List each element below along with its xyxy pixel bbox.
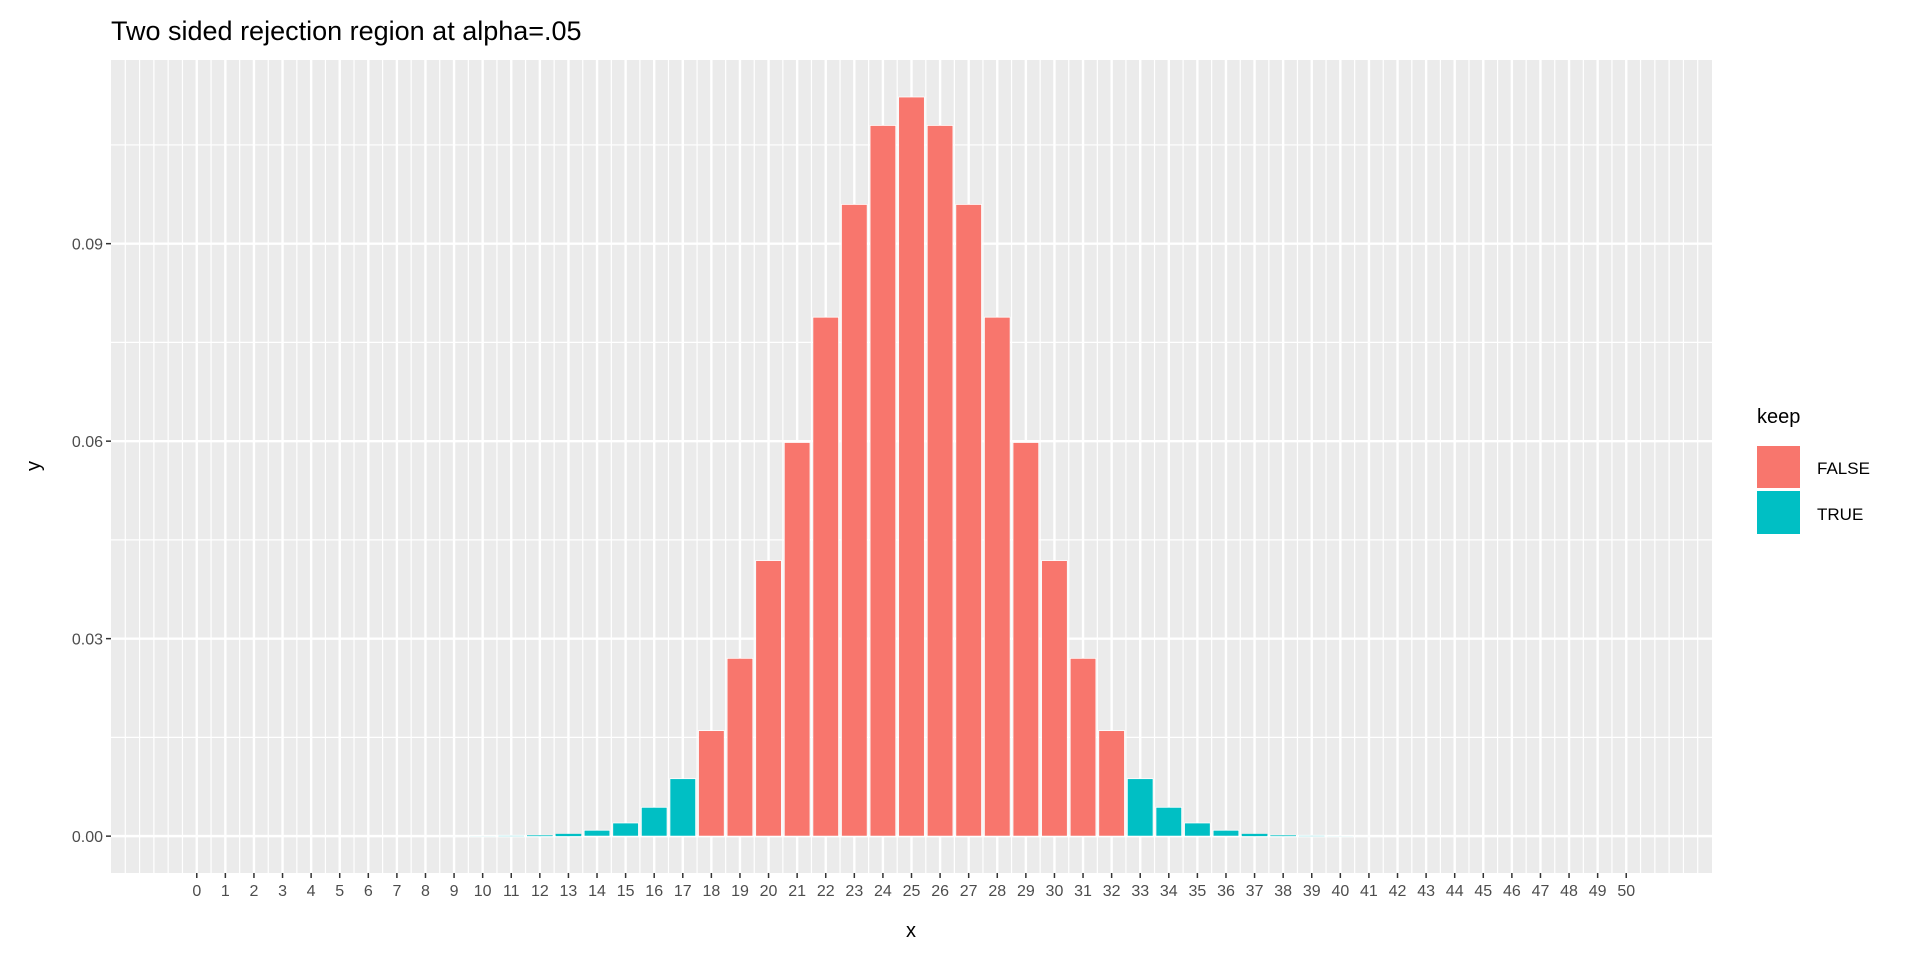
bar-x-27 (955, 204, 982, 837)
bar-x-18 (698, 730, 725, 837)
x-tick-label: 38 (1274, 883, 1292, 900)
x-tick-label: 27 (960, 883, 978, 900)
bar-x-32 (1098, 730, 1125, 837)
y-tick-label: 0.00 (72, 829, 103, 846)
y-tick-label: 0.06 (72, 434, 103, 451)
x-tick-label: 8 (421, 883, 430, 900)
x-tick-label: 5 (335, 883, 344, 900)
x-tick-label: 44 (1446, 883, 1464, 900)
x-tick-label: 30 (1046, 883, 1064, 900)
x-tick-label: 46 (1503, 883, 1521, 900)
x-tick-label: 33 (1131, 883, 1149, 900)
x-tick-label: 15 (617, 883, 635, 900)
x-tick-label: 19 (731, 883, 749, 900)
x-tick-label: 45 (1474, 883, 1492, 900)
x-tick-label: 26 (931, 883, 949, 900)
bar-x-13 (555, 833, 582, 837)
bar-x-36 (1212, 829, 1240, 837)
x-tick-label: 10 (474, 883, 492, 900)
x-tick-label: 36 (1217, 883, 1235, 900)
legend-label-true: TRUE (1817, 505, 1863, 524)
x-tick-label: 7 (392, 883, 401, 900)
x-tick-label: 40 (1331, 883, 1349, 900)
bar-x-12 (526, 835, 553, 837)
x-tick-label: 4 (307, 883, 316, 900)
legend-title: keep (1757, 406, 1800, 428)
bar-x-33 (1126, 778, 1154, 837)
x-tick-label: 50 (1617, 883, 1635, 900)
x-tick-label: 20 (760, 883, 778, 900)
x-tick-label: 35 (1188, 883, 1206, 900)
x-tick-label: 6 (364, 883, 373, 900)
x-tick-label: 14 (588, 883, 606, 900)
x-tick-label: 18 (702, 883, 720, 900)
bar-x-35 (1184, 822, 1211, 837)
chart-title: Two sided rejection region at alpha=.05 (111, 16, 582, 46)
x-tick-label: 0 (192, 883, 201, 900)
x-tick-label: 31 (1074, 883, 1092, 900)
x-tick-label: 23 (845, 883, 863, 900)
bar-x-21 (783, 442, 811, 837)
x-tick-label: 17 (674, 883, 692, 900)
legend-label-false: FALSE (1817, 459, 1870, 478)
bar-x-17 (669, 778, 697, 837)
legend-key-true (1757, 491, 1800, 534)
x-tick-label: 9 (450, 883, 459, 900)
x-tick-label: 28 (988, 883, 1006, 900)
x-tick-label: 16 (645, 883, 663, 900)
bar-x-24 (869, 125, 897, 837)
x-tick-label: 43 (1417, 883, 1435, 900)
bar-x-38 (1270, 835, 1297, 837)
x-tick-label: 21 (788, 883, 806, 900)
x-tick-label: 48 (1560, 883, 1578, 900)
bar-x-19 (726, 657, 754, 837)
x-tick-label: 11 (503, 883, 520, 900)
y-axis-title: y (23, 461, 45, 471)
bar-x-16 (640, 806, 668, 837)
x-tick-label: 2 (249, 883, 258, 900)
bar-x-37 (1241, 833, 1268, 837)
x-tick-label: 37 (1246, 883, 1264, 900)
x-tick-label: 3 (278, 883, 287, 900)
x-tick-label: 24 (874, 883, 892, 900)
x-tick-label: 42 (1389, 883, 1407, 900)
x-tick-label: 13 (560, 883, 578, 900)
bar-x-26 (926, 125, 954, 837)
bar-x-20 (755, 560, 782, 837)
x-tick-label: 22 (817, 883, 835, 900)
bar-x-29 (1012, 442, 1040, 837)
x-tick-label: 25 (903, 883, 921, 900)
x-tick-label: 32 (1103, 883, 1121, 900)
x-tick-label: 12 (531, 883, 549, 900)
x-tick-label: 49 (1589, 883, 1607, 900)
bar-x-23 (841, 204, 868, 837)
x-axis: 0 1 2 3 4 5 6 7 8 9 10 11 12 13 14 15 16 17 18 19 20 21 22 23 24… (192, 873, 1635, 900)
legend-key-false (1757, 446, 1800, 488)
bar-x-22 (812, 316, 839, 837)
x-tick-label: 1 (221, 883, 230, 900)
bar-x-14 (583, 829, 611, 837)
y-tick-label: 0.03 (72, 632, 103, 649)
x-tick-label: 34 (1160, 883, 1178, 900)
x-axis-title: x (906, 920, 916, 942)
x-tick-label: 41 (1360, 883, 1378, 900)
bar-x-31 (1069, 657, 1097, 837)
legend: keep FALSE TRUE (1757, 406, 1870, 534)
bar-x-30 (1041, 560, 1068, 837)
bars (355, 96, 1468, 837)
x-tick-label: 39 (1303, 883, 1321, 900)
x-tick-label: 47 (1532, 883, 1550, 900)
bar-x-25 (898, 96, 925, 837)
y-axis: 0.00 0.03 0.06 0.09 (72, 237, 111, 846)
bar-x-15 (612, 822, 639, 837)
bar-x-28 (984, 316, 1011, 837)
y-tick-label: 0.09 (72, 237, 103, 254)
x-tick-label: 29 (1017, 883, 1035, 900)
bar-x-34 (1155, 806, 1183, 837)
